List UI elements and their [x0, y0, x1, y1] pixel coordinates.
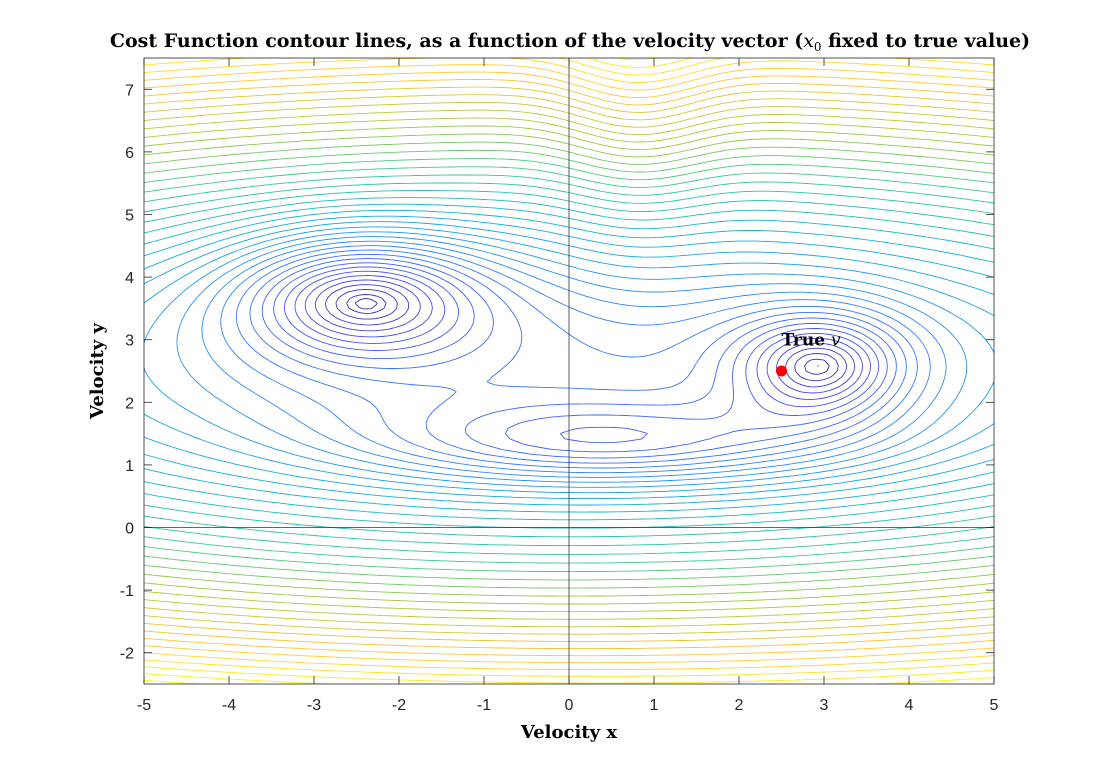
contour-level-17 — [144, 226, 994, 494]
contour-level-31 — [144, 125, 994, 605]
contour-level-29 — [144, 141, 994, 589]
contour-level-13 — [220, 245, 931, 474]
y-axis-label: Velocity y — [87, 323, 108, 420]
x-tick-label: -2 — [392, 697, 406, 714]
x-tick-label: -4 — [222, 697, 236, 714]
contour-level-37 — [144, 79, 994, 650]
contour-level-4 — [324, 284, 848, 388]
contour-level-27 — [144, 158, 994, 573]
contour-level-35 — [144, 94, 994, 635]
contour-level-36 — [144, 86, 994, 642]
y-tick-label: -2 — [120, 646, 134, 663]
true-v-point — [776, 365, 787, 377]
contour-level-24 — [144, 182, 994, 547]
x-tick-label: 4 — [905, 697, 914, 714]
chart-title: Cost Function contour lines, as a functi… — [110, 30, 1030, 54]
contour-level-15 — [176, 236, 968, 483]
y-tick-label: 1 — [125, 458, 134, 475]
contour-lines — [144, 58, 994, 684]
x-tick-label: 3 — [820, 697, 829, 714]
x-tick-label: -3 — [307, 697, 321, 714]
contour-level-10 — [261, 258, 897, 459]
contour-level-7 — [294, 270, 872, 408]
contour-level-44 — [144, 679, 201, 684]
zero-lines — [144, 58, 994, 684]
contour-level-33 — [144, 109, 994, 620]
contour-level-19 — [144, 215, 994, 506]
contour-level-40 — [144, 58, 994, 670]
y-tick-label: 7 — [125, 82, 134, 99]
y-tick-label: 0 — [125, 521, 134, 538]
y-tick-label: 6 — [125, 145, 134, 162]
contour-level-21 — [144, 203, 994, 521]
x-tick-label: 0 — [565, 697, 574, 714]
contour-level-30 — [144, 133, 994, 597]
contour-level-12 — [235, 249, 918, 469]
contour-level-28 — [144, 149, 994, 581]
x-tick-label: 5 — [990, 697, 999, 714]
contour-level-18 — [144, 221, 994, 500]
contour-level-8 — [283, 266, 880, 444]
contour-level-1 — [354, 297, 819, 367]
contour-level-34 — [144, 101, 994, 628]
contour-level-23 — [144, 190, 994, 538]
axis-ticks: -5 -4 -3 -2 -1 0 1 2 3 4 5 -2 -1 0 1 2 3 4 5 6 7 — [120, 58, 999, 714]
y-tick-label: -1 — [120, 583, 134, 600]
y-tick-label: 5 — [125, 208, 134, 225]
contour-level-5 — [314, 279, 856, 394]
contour-level-38 — [144, 71, 994, 657]
contour-level-42 — [144, 58, 994, 684]
contour-level-39 — [144, 64, 994, 664]
contour-level-20 — [144, 209, 994, 513]
y-tick-label: 4 — [125, 270, 134, 287]
contour-level-6 — [304, 275, 864, 400]
true-v-annotation: True v — [782, 331, 841, 351]
contour-level-16 — [144, 231, 994, 488]
contour-level-32 — [144, 117, 994, 613]
contour-level-2 — [346, 294, 830, 375]
contour-level-9 — [273, 262, 888, 453]
y-tick-label: 3 — [125, 333, 134, 350]
x-tick-label: -1 — [477, 697, 491, 714]
contour-level-25 — [144, 174, 994, 555]
contour-level-14 — [201, 240, 947, 478]
x-tick-label: -5 — [137, 697, 151, 714]
x-tick-label: 2 — [735, 697, 744, 714]
x-tick-label: 1 — [650, 697, 659, 714]
contour-level-26 — [144, 166, 994, 564]
contour-level-11 — [249, 253, 907, 464]
contour-level-3 — [335, 288, 839, 382]
x-axis-label: Velocity x — [520, 722, 617, 743]
y-tick-label: 2 — [125, 395, 134, 412]
